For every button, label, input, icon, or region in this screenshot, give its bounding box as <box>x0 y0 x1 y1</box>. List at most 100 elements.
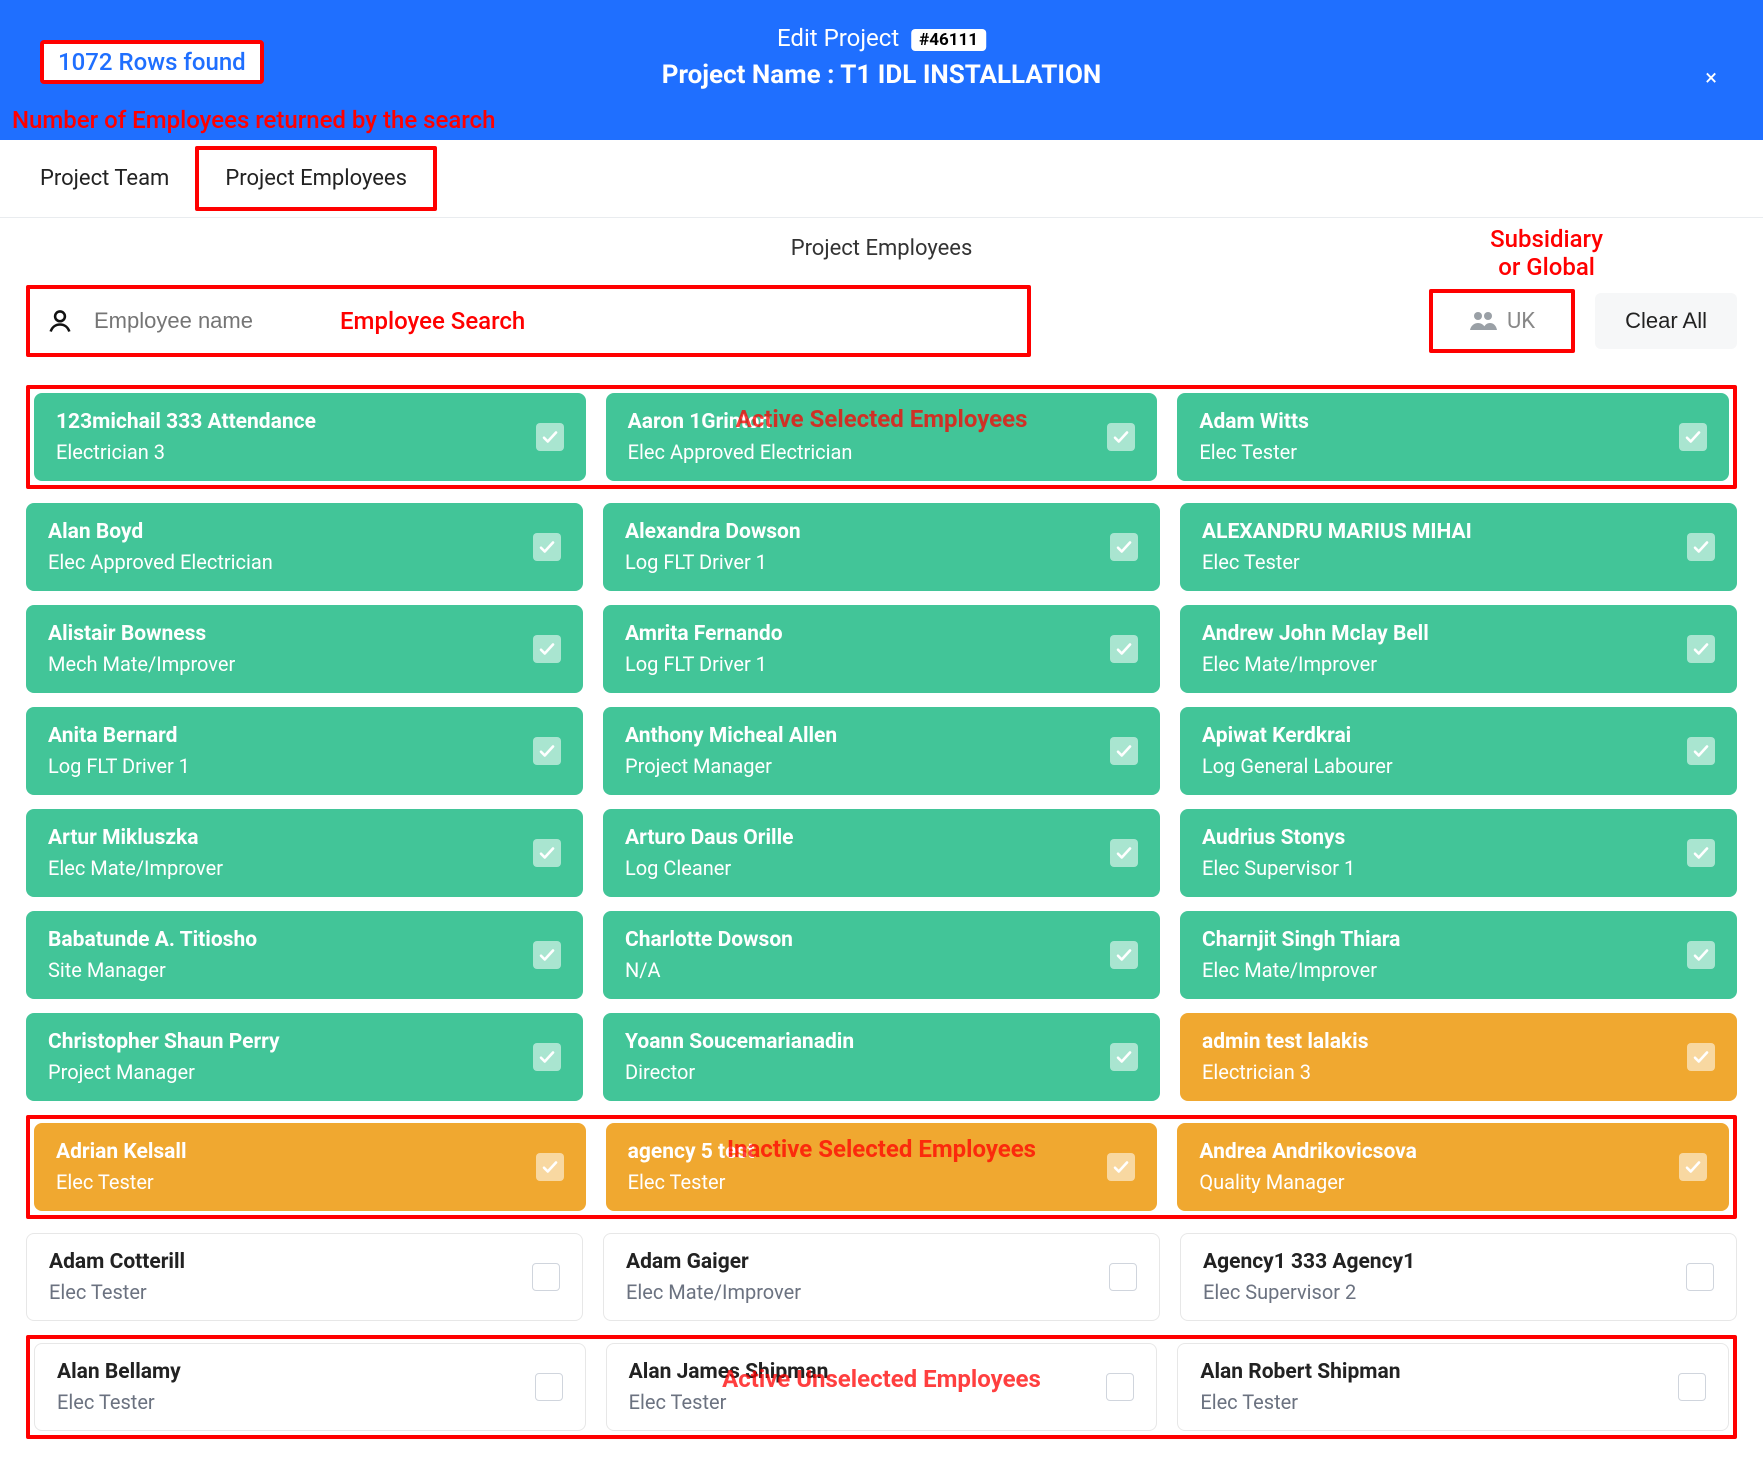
employee-name: Andrea Andrikovicsova <box>1199 1140 1707 1164</box>
employee-card[interactable]: Adam CotterillElec Tester <box>26 1233 583 1321</box>
employee-name: Charlotte Dowson <box>625 928 1138 952</box>
checkbox-checked-icon[interactable] <box>1110 737 1138 765</box>
employee-card[interactable]: Agency1 333 Agency1Elec Supervisor 2 <box>1180 1233 1737 1321</box>
checkbox-checked-icon[interactable] <box>533 533 561 561</box>
employee-card[interactable]: Artur MikluszkaElec Mate/Improver <box>26 809 583 897</box>
annotation-box-inactive-selected: Inactive Selected Employees Adrian Kelsal… <box>26 1115 1737 1219</box>
employee-card[interactable]: Charlotte DowsonN/A <box>603 911 1160 999</box>
employee-card[interactable]: Andrew John Mclay BellElec Mate/Improver <box>1180 605 1737 693</box>
employee-name: Alan Bellamy <box>57 1360 563 1384</box>
employee-card[interactable]: Alan BoydElec Approved Electrician <box>26 503 583 591</box>
header-title-block: Edit Project #46111 Project Name : T1 ID… <box>662 24 1102 90</box>
clear-all-button[interactable]: Clear All <box>1595 293 1737 349</box>
employee-card[interactable]: Adam GaigerElec Mate/Improver <box>603 1233 1160 1321</box>
employee-role: Elec Supervisor 1 <box>1202 856 1715 880</box>
employee-role: Elec Tester <box>1202 550 1715 574</box>
employee-name: 123michail 333 Attendance <box>56 410 564 434</box>
employee-role: Log FLT Driver 1 <box>625 652 1138 676</box>
checkbox-unchecked[interactable] <box>535 1373 563 1401</box>
annotation-box-active-unselected: Active Unselected Employees Alan Bellamy E… <box>26 1335 1737 1439</box>
checkbox-checked-icon[interactable] <box>1687 839 1715 867</box>
checkbox-unchecked[interactable] <box>1678 1373 1706 1401</box>
checkbox-checked-icon[interactable] <box>536 423 564 451</box>
employee-name: Amrita Fernando <box>625 622 1138 646</box>
subsidiary-toggle[interactable]: UK <box>1429 289 1575 353</box>
employee-card[interactable]: ALEXANDRU MARIUS MIHAIElec Tester <box>1180 503 1737 591</box>
employee-role: Log FLT Driver 1 <box>625 550 1138 574</box>
employee-name: Christopher Shaun Perry <box>48 1030 561 1054</box>
employee-card[interactable]: Alistair Bowness Mech Mate/Improver <box>26 605 583 693</box>
checkbox-checked-icon[interactable] <box>1687 737 1715 765</box>
checkbox-checked-icon[interactable] <box>533 737 561 765</box>
tabs-bar: Project Team Project Employees <box>0 140 1763 218</box>
employee-role: Mech Mate/Improver <box>48 652 561 676</box>
checkbox-checked-icon[interactable] <box>1107 1153 1135 1181</box>
checkbox-checked-icon[interactable] <box>536 1153 564 1181</box>
employee-card[interactable]: Apiwat Kerdkrai Log General Labourer <box>1180 707 1737 795</box>
employee-name: Agency1 333 Agency1 <box>1203 1250 1714 1274</box>
employee-card[interactable]: Charnjit Singh ThiaraElec Mate/Improver <box>1180 911 1737 999</box>
close-icon[interactable]: × <box>1705 66 1717 91</box>
employee-name: Audrius Stonys <box>1202 826 1715 850</box>
checkbox-unchecked[interactable] <box>532 1263 560 1291</box>
checkbox-unchecked[interactable] <box>1109 1263 1137 1291</box>
annotation-rows-returned: Number of Employees returned by the sear… <box>12 106 495 134</box>
employee-name: Alistair Bowness <box>48 622 561 646</box>
checkbox-checked-icon[interactable] <box>1679 423 1707 451</box>
employee-card[interactable]: Audrius Stonys Elec Supervisor 1 <box>1180 809 1737 897</box>
checkbox-checked-icon[interactable] <box>533 635 561 663</box>
modal-header: 1072 Rows found Edit Project #46111 Proj… <box>0 0 1763 140</box>
checkbox-unchecked[interactable] <box>1686 1263 1714 1291</box>
employee-search-input[interactable] <box>94 308 1011 334</box>
employee-role: Project Manager <box>48 1060 561 1084</box>
checkbox-checked-icon[interactable] <box>1687 1043 1715 1071</box>
checkbox-checked-icon[interactable] <box>1687 635 1715 663</box>
employee-name: Adrian Kelsall <box>56 1140 564 1164</box>
tab-project-team[interactable]: Project Team <box>14 150 195 207</box>
checkbox-checked-icon[interactable] <box>533 941 561 969</box>
annotation-label-inactive-selected: Inactive Selected Employees <box>727 1135 1036 1163</box>
checkbox-checked-icon[interactable] <box>1110 1043 1138 1071</box>
employee-card[interactable]: Arturo Daus OrilleLog Cleaner <box>603 809 1160 897</box>
employee-name: Alexandra Dowson <box>625 520 1138 544</box>
employee-role: Elec Tester <box>1200 1390 1706 1414</box>
employee-name: admin test lalakis <box>1202 1030 1715 1054</box>
employee-card[interactable]: Alexandra Dowson Log FLT Driver 1 <box>603 503 1160 591</box>
tab-project-employees[interactable]: Project Employees <box>195 146 437 211</box>
employee-name: Alan Robert Shipman <box>1200 1360 1706 1384</box>
section-title: Project Employees Subsidiary or Global <box>0 218 1763 265</box>
employee-card[interactable]: Babatunde A. TitioshoSite Manager <box>26 911 583 999</box>
checkbox-checked-icon[interactable] <box>1110 635 1138 663</box>
employee-card[interactable]: admin test lalakisElectrician 3 <box>1180 1013 1737 1101</box>
employee-card[interactable]: Anita BernardLog FLT Driver 1 <box>26 707 583 795</box>
annotation-label-active-unselected: Active Unselected Employees <box>722 1365 1041 1393</box>
employee-name: Apiwat Kerdkrai <box>1202 724 1715 748</box>
employee-name: Anita Bernard <box>48 724 561 748</box>
employee-card[interactable]: Yoann SoucemarianadinDirector <box>603 1013 1160 1101</box>
employee-card[interactable]: Anthony Micheal AllenProject Manager <box>603 707 1160 795</box>
employee-card[interactable]: Christopher Shaun Perry Project Manager <box>26 1013 583 1101</box>
checkbox-checked-icon[interactable] <box>1687 941 1715 969</box>
employee-card[interactable]: Andrea AndrikovicsovaQuality Manager <box>1177 1123 1729 1211</box>
employee-card[interactable]: Adrian Kelsall Elec Tester <box>34 1123 586 1211</box>
search-row: Employee Search UK Clear All <box>0 265 1763 385</box>
checkbox-checked-icon[interactable] <box>533 839 561 867</box>
checkbox-unchecked[interactable] <box>1106 1373 1134 1401</box>
checkbox-checked-icon[interactable] <box>1107 423 1135 451</box>
employee-card[interactable]: 123michail 333 AttendanceElectrician 3 <box>34 393 586 481</box>
employee-role: Elec Mate/Improver <box>1202 958 1715 982</box>
employee-role: Elec Tester <box>56 1170 564 1194</box>
checkbox-checked-icon[interactable] <box>1687 533 1715 561</box>
checkbox-checked-icon[interactable] <box>1110 941 1138 969</box>
checkbox-checked-icon[interactable] <box>533 1043 561 1071</box>
checkbox-checked-icon[interactable] <box>1679 1153 1707 1181</box>
employee-card[interactable]: Adam WittsElec Tester <box>1177 393 1729 481</box>
employee-card[interactable]: Amrita Fernando Log FLT Driver 1 <box>603 605 1160 693</box>
employee-name: Yoann Soucemarianadin <box>625 1030 1138 1054</box>
employee-role: Log General Labourer <box>1202 754 1715 778</box>
people-icon <box>1469 310 1497 332</box>
employee-name: Artur Mikluszka <box>48 826 561 850</box>
checkbox-checked-icon[interactable] <box>1110 533 1138 561</box>
checkbox-checked-icon[interactable] <box>1110 839 1138 867</box>
project-id-chip: #46111 <box>911 29 986 51</box>
